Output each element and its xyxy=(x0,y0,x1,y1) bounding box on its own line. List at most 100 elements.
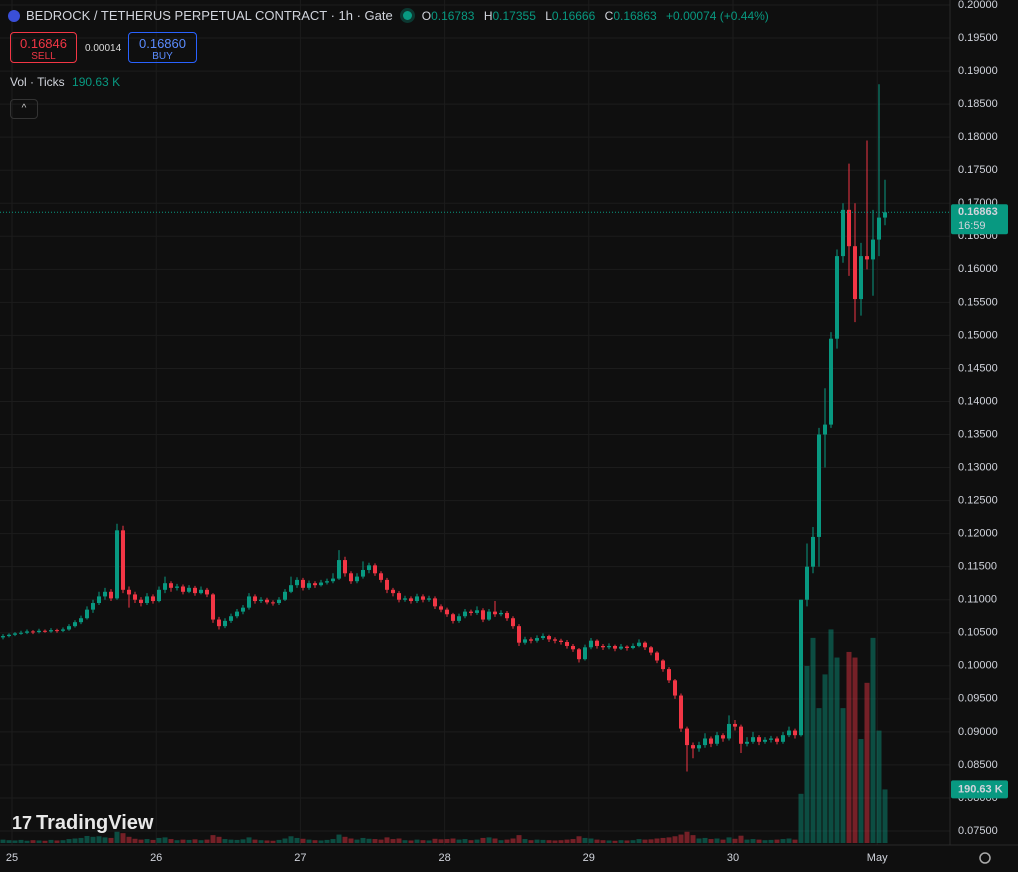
candle-body xyxy=(631,645,635,648)
candle-body xyxy=(85,609,89,619)
candle-body xyxy=(415,596,419,602)
volume-bar xyxy=(660,837,666,843)
volume-bar xyxy=(162,837,168,843)
last-price-box xyxy=(951,204,1008,235)
candle-body xyxy=(667,669,671,681)
candle-body xyxy=(679,695,683,729)
candle-body xyxy=(319,582,323,586)
volume-bar xyxy=(96,836,102,843)
candle-body xyxy=(655,652,659,661)
y-tick-label: 0.10000 xyxy=(958,660,998,672)
sell-price: 0.16846 xyxy=(20,36,67,51)
volume-bar xyxy=(786,838,792,843)
volume-bar xyxy=(174,840,180,843)
candle-body xyxy=(127,589,131,595)
candle-body xyxy=(547,636,551,640)
sell-button[interactable]: 0.16846 SELL xyxy=(10,32,77,63)
status-dot xyxy=(402,11,412,20)
candle-body xyxy=(703,738,707,746)
volume-bar xyxy=(414,839,420,843)
volume-bar xyxy=(0,839,6,843)
candle-body xyxy=(175,586,179,588)
candle-body xyxy=(553,639,557,641)
candle-body xyxy=(685,728,689,746)
candle-body xyxy=(157,589,161,602)
candle-body xyxy=(475,610,479,613)
volume-bar xyxy=(396,838,402,843)
collapse-button[interactable]: ^ xyxy=(10,99,38,119)
volume-bar xyxy=(642,839,648,843)
spread: 0.00014 xyxy=(85,43,122,54)
volume-bar xyxy=(438,839,444,843)
candle-body xyxy=(517,626,521,643)
candle-body xyxy=(121,530,125,590)
candle-body xyxy=(49,630,53,632)
candle-body xyxy=(187,587,191,592)
volume-bar xyxy=(18,839,24,843)
candle-body xyxy=(217,619,221,627)
candle-body xyxy=(439,606,443,610)
candle-body xyxy=(841,209,845,257)
candle-body xyxy=(421,596,425,600)
candle-body xyxy=(739,726,743,744)
volume-bar xyxy=(828,629,834,843)
volume-bar xyxy=(708,839,714,843)
candle-body xyxy=(811,536,815,567)
candle-body xyxy=(61,629,65,631)
volume-bar xyxy=(120,833,126,843)
candle-body xyxy=(745,741,749,744)
candle-body xyxy=(871,239,875,260)
buy-label: BUY xyxy=(152,51,173,62)
candle-body xyxy=(859,256,863,300)
candle-body xyxy=(355,576,359,582)
x-tick-label: 30 xyxy=(727,852,739,864)
volume-bar xyxy=(48,839,54,843)
candle-body xyxy=(817,434,821,537)
symbol-title: BEDROCK / TETHERUS PERPETUAL CONTRACT · … xyxy=(26,8,393,23)
volume-value-box xyxy=(951,780,1008,799)
candle-body xyxy=(139,599,143,604)
candle-body xyxy=(577,649,581,660)
volume-bar xyxy=(108,837,114,843)
volume-bar xyxy=(462,839,468,843)
y-tick-label: 0.07500 xyxy=(958,825,998,837)
candle-body xyxy=(847,209,851,247)
candle-body xyxy=(337,560,341,579)
volume-bar xyxy=(72,838,78,843)
candle-body xyxy=(775,738,779,742)
candle-body xyxy=(385,579,389,590)
volume-bar xyxy=(498,840,504,843)
volume-bar xyxy=(666,837,672,843)
candle-body xyxy=(253,596,257,602)
ohlc-key: O xyxy=(421,8,432,23)
volume-bar xyxy=(354,839,360,843)
change: +0.00074 (+0.44%) xyxy=(666,8,769,23)
candle-body xyxy=(463,611,467,617)
brand-name: TradingView xyxy=(36,812,154,834)
buy-button[interactable]: 0.16860 BUY xyxy=(128,32,197,63)
volume-bar xyxy=(186,839,192,843)
volume-bar xyxy=(582,837,588,843)
candle-body xyxy=(193,587,197,594)
volume-bar xyxy=(612,840,618,843)
volume-bar xyxy=(102,837,108,843)
candle-body xyxy=(247,596,251,608)
volume-bar xyxy=(876,730,882,843)
volume-bar xyxy=(156,837,162,843)
candle-body xyxy=(511,618,515,627)
ohlc-value: 0.16783 xyxy=(431,8,475,23)
volume-bar xyxy=(6,840,12,843)
candle-body xyxy=(793,730,797,736)
candle-body xyxy=(691,745,695,749)
candle-body xyxy=(697,745,701,749)
volume-bar xyxy=(744,839,750,843)
volume-bar xyxy=(870,637,876,843)
candle-body xyxy=(307,583,311,588)
volume-bar xyxy=(768,839,774,843)
volume-bar xyxy=(240,839,246,843)
volume-bar xyxy=(858,739,864,843)
volume-bar xyxy=(546,840,552,843)
volume-bar xyxy=(336,834,342,843)
candle-body xyxy=(673,680,677,696)
volume-value-label: 190.63 K xyxy=(958,783,1003,795)
